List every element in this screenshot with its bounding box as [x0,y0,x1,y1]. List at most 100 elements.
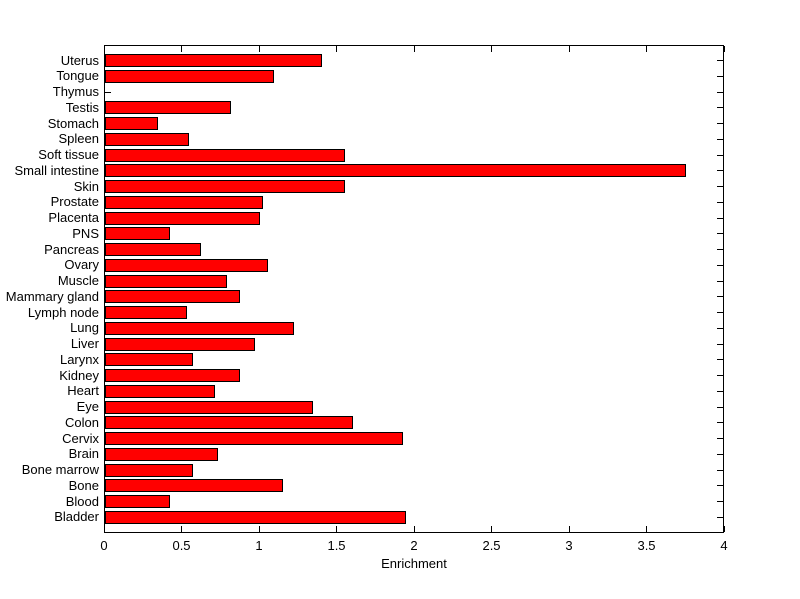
y-tick-right [717,375,723,377]
y-tick-right [717,91,723,93]
bar-heart [105,384,216,398]
y-category-label: Pancreas [44,241,99,257]
bar-ovary [105,258,268,272]
y-category-label: Liver [70,336,99,352]
bar-bladder [105,510,406,524]
x-tick-top [646,46,647,52]
bar-soft-tissue [105,148,346,162]
y-category-label: Bone [68,477,99,493]
x-tick-label: 4 [720,538,728,553]
y-category-label: Eye [76,399,99,415]
x-tick-label: 3 [565,538,573,553]
y-category-label: Mammary gland [5,288,99,304]
y-tick-right [717,390,723,392]
bar-blood [105,495,171,509]
x-tick-top [568,46,570,52]
bar-pancreas [105,243,202,257]
x-tick-top [491,46,492,52]
bar-pns [105,227,171,241]
y-category-label: Small intestine [14,162,99,178]
y-category-label: Blood [65,493,99,509]
bar-brain [105,447,219,461]
x-tick-bottom [181,526,182,532]
y-category-label: Placenta [48,210,99,226]
y-tick-right [717,296,723,298]
x-tick-bottom [413,526,415,532]
x-tick-bottom [103,526,105,532]
bar-lung [105,321,295,335]
y-tick-right [717,312,723,314]
y-tick-right [717,123,723,125]
y-category-label: Skin [73,178,99,194]
y-tick-right [717,170,723,172]
y-category-label: Cervix [62,430,99,446]
x-axis-label: Enrichment [381,556,447,571]
bar-bone-marrow [105,463,194,477]
y-category-label: Brain [68,446,99,462]
y-tick-right [717,453,723,455]
y-tick-right [717,60,723,62]
y-tick-right [717,438,723,440]
bar-placenta [105,211,260,225]
x-tick-label: 1.5 [327,538,346,553]
x-tick-label: 2 [410,538,418,553]
y-category-label: Soft tissue [38,147,99,163]
bar-liver [105,337,256,351]
y-tick-right [717,327,723,329]
y-category-label: Kidney [59,367,99,383]
y-tick-right [717,280,723,282]
y-category-label: Thymus [52,84,99,100]
x-tick-top [336,46,337,52]
x-tick-bottom [723,526,725,532]
y-tick-right [717,422,723,424]
y-category-label: Lymph node [27,304,99,320]
y-tick-right [717,186,723,188]
y-category-label: PNS [72,225,99,241]
y-tick-right [717,501,723,503]
x-tick-top [258,46,260,52]
x-tick-label: 3.5 [637,538,656,553]
y-category-label: Stomach [47,115,99,131]
bar-bone [105,479,284,493]
x-tick-bottom [336,526,337,532]
x-tick-bottom [568,526,570,532]
y-category-label: Larynx [59,351,99,367]
y-tick-right [717,249,723,251]
y-category-label: Bone marrow [21,462,99,478]
bar-uterus [105,54,322,68]
x-tick-bottom [491,526,492,532]
y-tick-right [717,264,723,266]
x-tick-top [103,46,105,52]
bar-stomach [105,117,158,131]
bar-spleen [105,132,189,146]
y-tick-right [717,406,723,408]
bar-colon [105,416,353,430]
y-tick-right [717,201,723,203]
bar-prostate [105,195,264,209]
x-tick-label: 2.5 [482,538,501,553]
y-tick-right [717,154,723,156]
y-tick-right [717,469,723,471]
y-tick-right [717,359,723,361]
x-tick-label: 0 [100,538,108,553]
x-tick-top [413,46,415,52]
bar-lymph-node [105,306,188,320]
y-tick-right [717,107,723,109]
y-tick-right [717,343,723,345]
y-tick-right [717,75,723,77]
bar-tongue [105,69,274,83]
bar-skin [105,180,346,194]
y-category-label: Ovary [64,257,99,273]
bar-muscle [105,274,228,288]
y-category-label: Heart [67,383,99,399]
x-tick-bottom [258,526,260,532]
x-tick-label: 0.5 [172,538,191,553]
y-category-label: Testis [65,99,99,115]
y-tick-right [717,516,723,518]
y-category-label: Colon [65,414,99,430]
bar-mammary-gland [105,290,240,304]
y-category-label: Tongue [56,68,99,84]
y-category-label: Spleen [58,131,99,147]
x-tick-bottom [646,526,647,532]
